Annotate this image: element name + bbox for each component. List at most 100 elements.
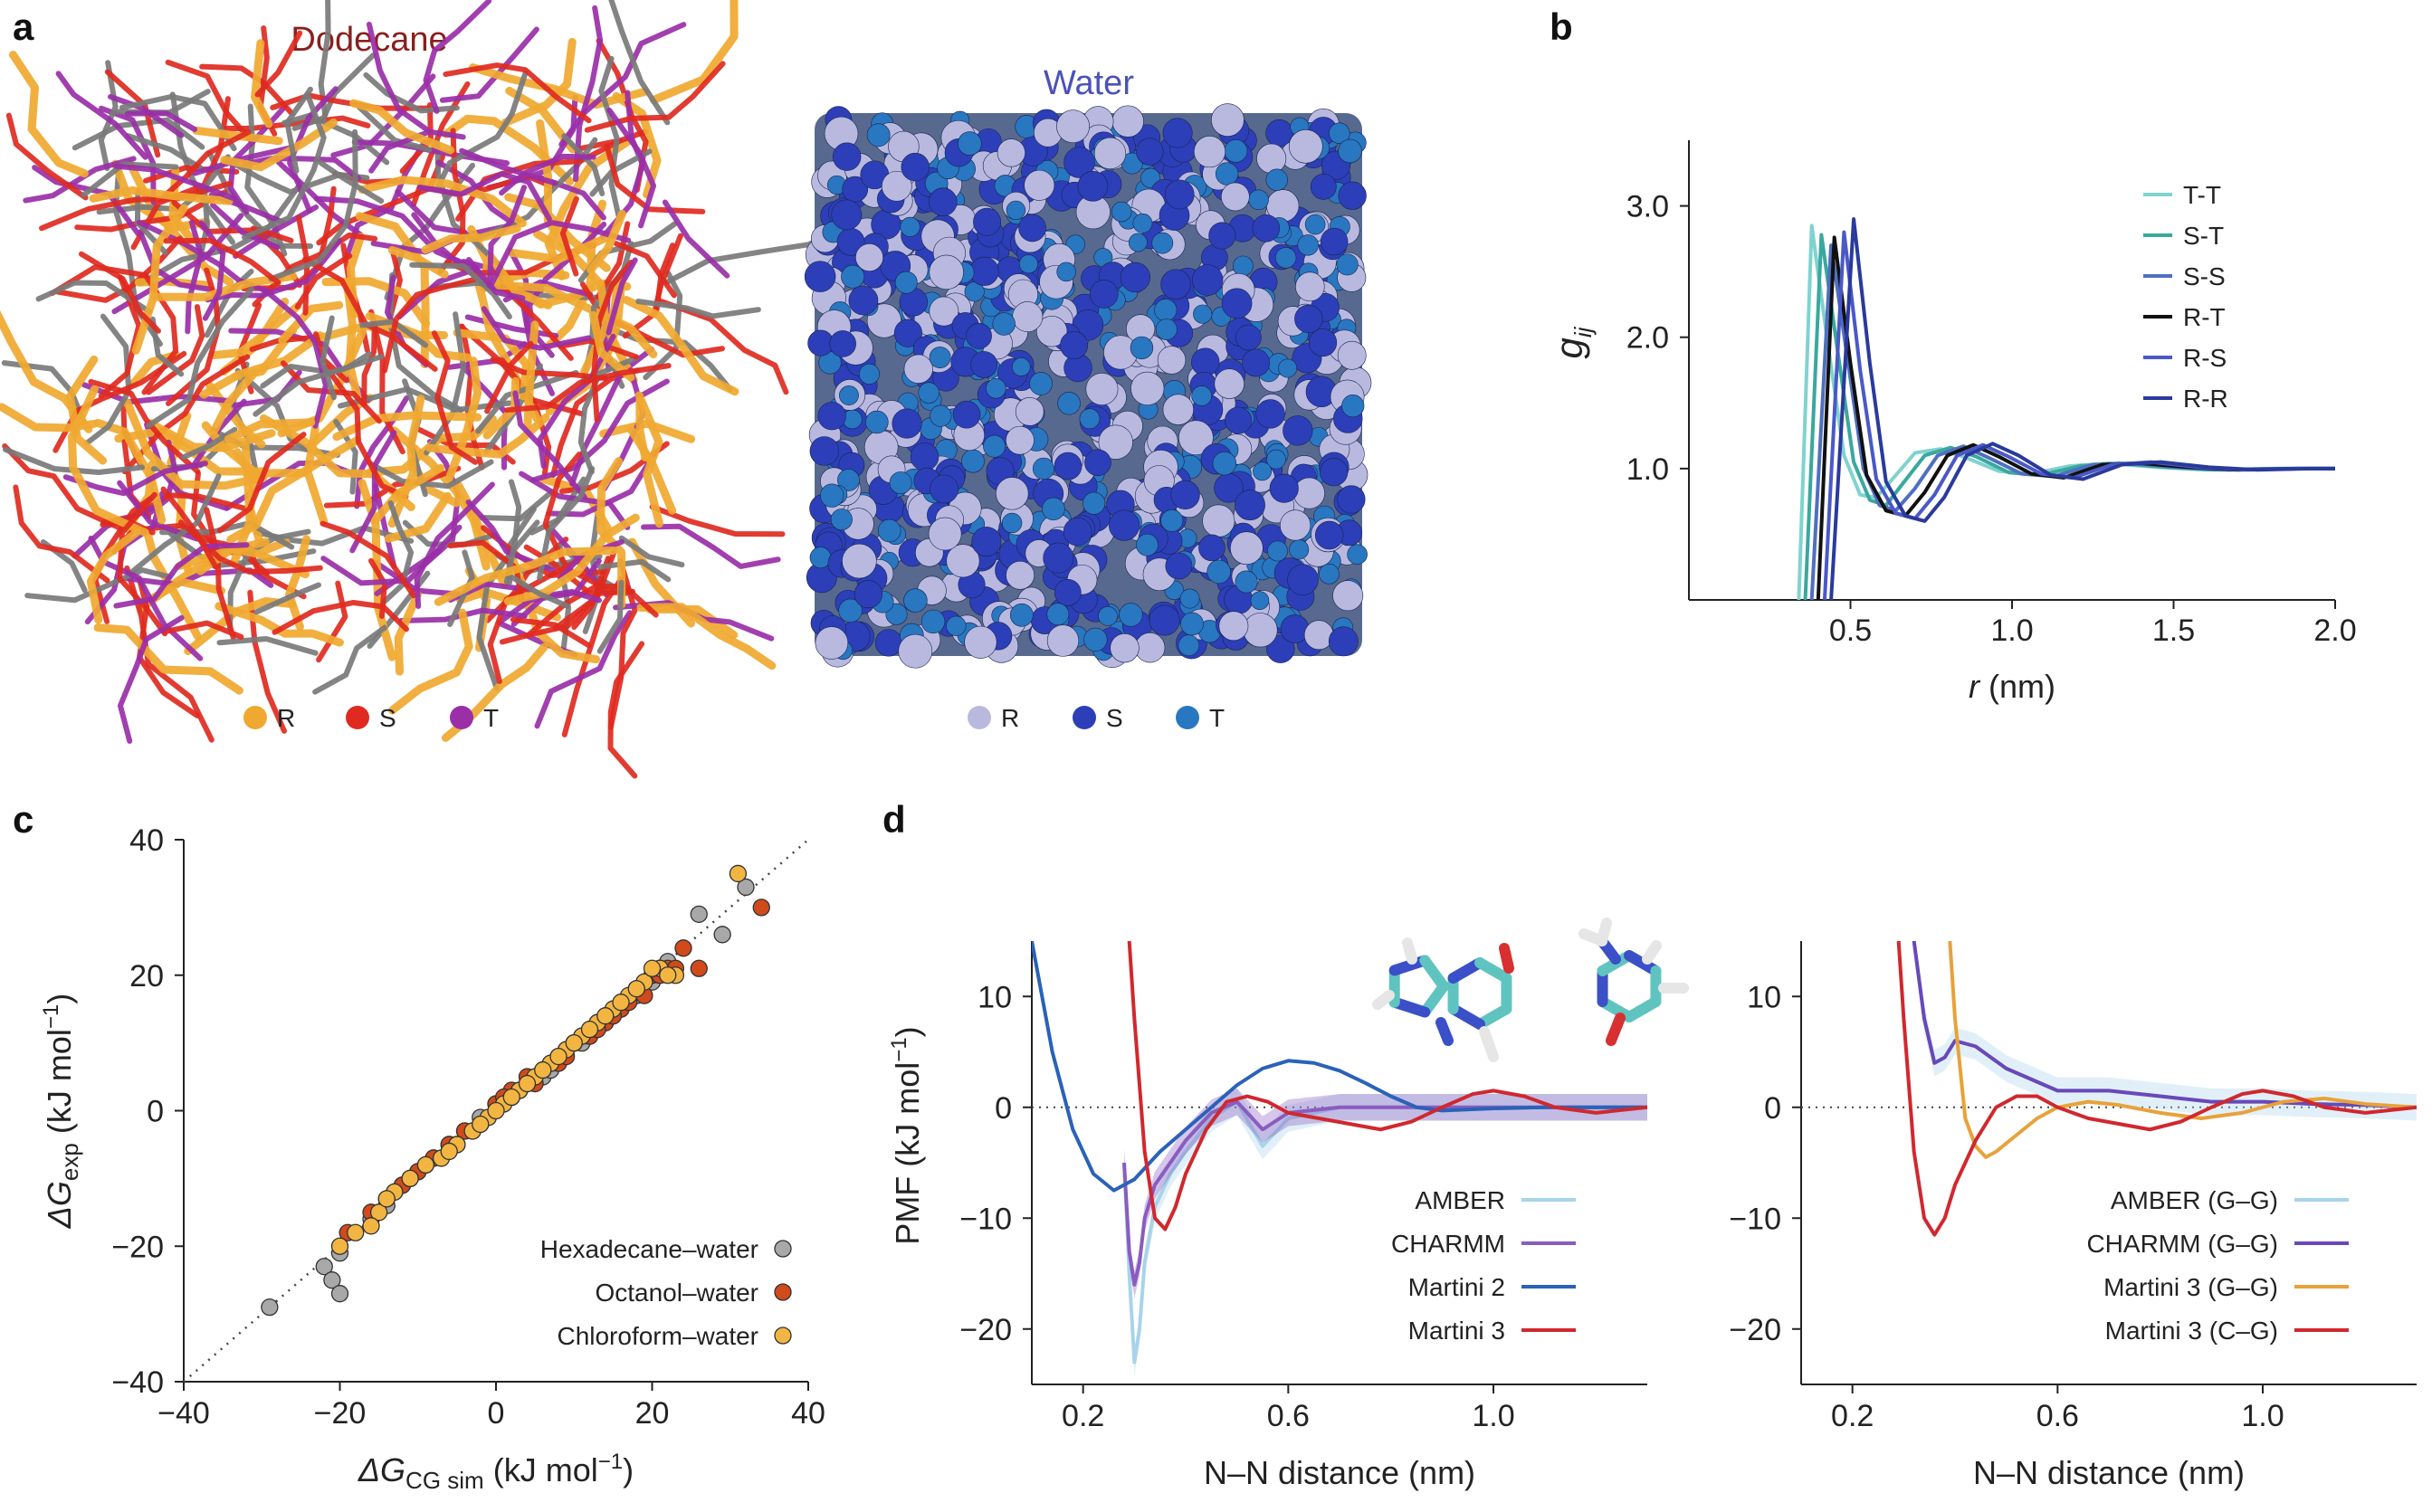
dodecane-chain [367,459,494,490]
dodecane-chain [481,306,592,351]
dodecane-chain [93,418,167,525]
dodecane-chain [380,499,415,605]
water-bead [829,330,856,357]
water-bead [1011,357,1031,376]
dodecane-chain [284,86,313,174]
water-bead [1211,103,1245,137]
water-bead [928,517,962,551]
dodecane-chain [499,153,596,196]
water-bead [958,131,982,156]
water-bead [1280,509,1311,541]
x-tick-label: 1.0 [1990,613,2033,648]
dodecane-chain [5,112,89,201]
water-bead [1063,517,1092,547]
dodecane-chain [285,535,310,632]
dodecane-chain [504,571,570,609]
dodecane-chain [131,204,188,355]
water-bead [1347,544,1368,565]
scatter-point-Chloroform–water [487,1101,505,1120]
dodecane-chain [504,363,672,414]
water-bead [1218,611,1249,642]
series-line-R-S [1822,230,2335,601]
water-bead [946,615,967,636]
dodecane-chain [242,92,327,241]
dodecane-chain [434,546,618,606]
dodecane-chain [163,237,281,286]
dodecane-chain [447,549,475,627]
water-bead [1289,539,1310,560]
x-axis-label: r (nm) [1969,668,2055,705]
dodecane-chain [210,301,302,359]
water-bead [815,626,849,660]
water-bead [1224,138,1248,163]
water-bead [898,633,933,669]
water-bead [1130,371,1165,405]
dodecane-chain [86,528,142,624]
dodecane-chain [454,481,509,589]
legend-entry: R-R [2183,385,2228,413]
water-bead [903,354,933,384]
dodecane-chain [113,163,237,202]
dodecane-chain [199,63,295,117]
water-bead [1308,328,1338,357]
y-tick-label: 0 [147,1095,164,1129]
y-tick-label: 10 [1747,980,1781,1014]
dodecane-chain [643,270,683,381]
dodecane-chain [466,257,526,301]
legend-entry: R-T [2183,303,2226,331]
legend-entry: CHARMM [1391,1230,1505,1258]
dodecane-chain [464,314,559,339]
dodecane-chain [167,531,317,569]
water-bead [1193,304,1213,324]
legend-label-R: R [277,704,295,732]
water-bead [854,579,882,609]
water-bead [1256,143,1287,174]
water-bead [1179,588,1200,609]
scatter-point-Chloroform–water [416,1155,435,1174]
water-bead [1252,214,1281,242]
water-bead [1093,137,1127,170]
dodecane-chain [138,184,301,287]
dodecane-chain [627,425,677,515]
water-bead [817,402,846,431]
dodecane-chain [396,266,480,320]
dodecane-chain [209,368,259,436]
dodecane-chain [199,331,325,399]
y-tick-label: 20 [129,959,164,994]
dodecane-chain [318,160,385,204]
water-bead [1329,122,1350,144]
water-bead [1111,201,1132,223]
water-bead [1269,473,1299,503]
water-bead [1304,214,1326,235]
water-bead [1043,542,1074,574]
dodecane-chain [349,99,455,155]
dodecane-chain [215,602,344,647]
dodecane-chain [201,421,310,478]
water-bead [1178,420,1214,456]
water-bead [1336,253,1359,276]
dodecane-chain [323,465,462,509]
dodecane-chain [537,466,596,581]
dodecane-chain [499,599,595,645]
dodecane-chain [294,252,353,309]
water-bead [900,216,920,237]
water-bead [841,264,865,289]
scatter-point-Chloroform–water [440,1142,458,1161]
water-bead [1090,280,1119,309]
dodecane-chain [618,535,685,568]
dodecane-chain [573,5,604,183]
legend-entry: AMBER [1415,1186,1505,1214]
dodecane-chain [313,195,480,271]
y-tick-label: 10 [978,980,1012,1014]
water-bead [1155,319,1178,340]
water-bead [1057,392,1081,415]
dodecane-chain [559,195,579,277]
dodecane-chain [117,491,168,637]
water-bead [1297,234,1319,256]
x-tick-label: 2.0 [2313,613,2356,648]
legend-dot-T [450,706,473,729]
uncertainty-band [1913,941,2417,1121]
panel-label-c: c [13,798,33,841]
water-bead [892,408,922,439]
